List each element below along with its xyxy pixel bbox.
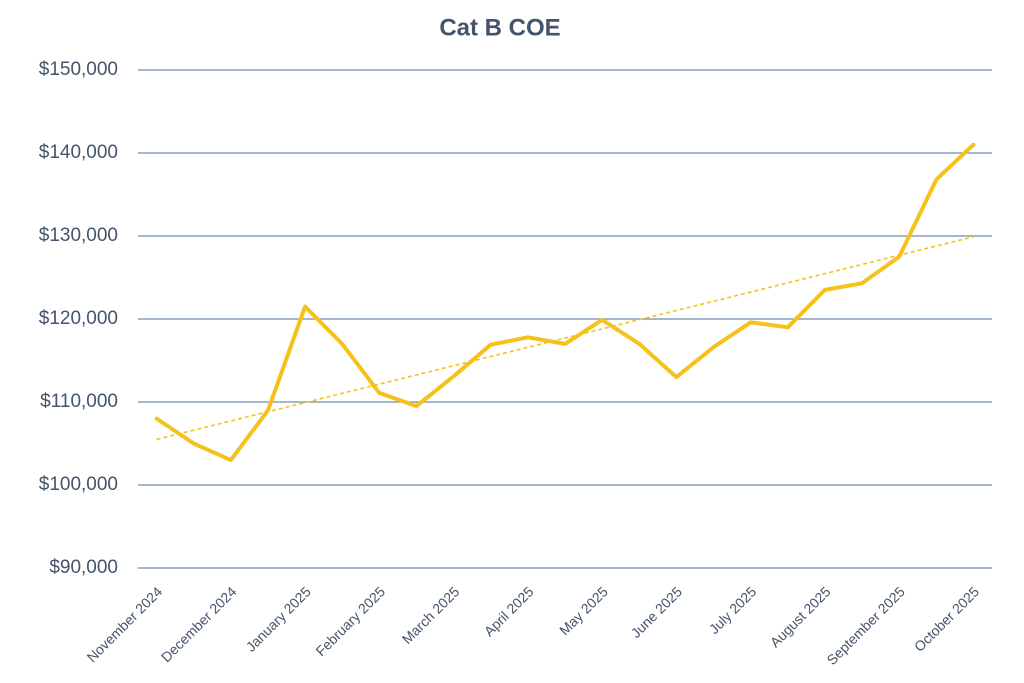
x-tick-label: August 2025 — [767, 583, 834, 650]
y-tick-label: $120,000 — [39, 308, 118, 329]
x-tick-label: September 2025 — [823, 583, 908, 668]
x-tick-label: February 2025 — [312, 583, 388, 659]
line-series — [154, 142, 976, 463]
x-tick-label: January 2025 — [243, 583, 314, 654]
y-tick-label: $90,000 — [49, 557, 118, 578]
x-tick-label: July 2025 — [706, 583, 760, 637]
x-tick-label: October 2025 — [911, 583, 982, 654]
trendline — [156, 236, 974, 441]
x-tick-label: March 2025 — [399, 583, 463, 647]
x-tick-label: December 2024 — [158, 583, 240, 665]
y-tick-label: $150,000 — [39, 59, 118, 80]
x-tick-label: April 2025 — [481, 583, 537, 639]
x-tick-label: June 2025 — [628, 583, 686, 641]
y-tick-label: $100,000 — [39, 474, 118, 495]
y-tick-label: $140,000 — [39, 142, 118, 163]
chart-title: Cat B COE — [439, 14, 560, 41]
y-tick-label: $110,000 — [40, 391, 118, 412]
y-tick-label: $130,000 — [39, 225, 118, 246]
x-tick-label: November 2024 — [84, 583, 166, 665]
x-tick-label: May 2025 — [556, 583, 611, 638]
